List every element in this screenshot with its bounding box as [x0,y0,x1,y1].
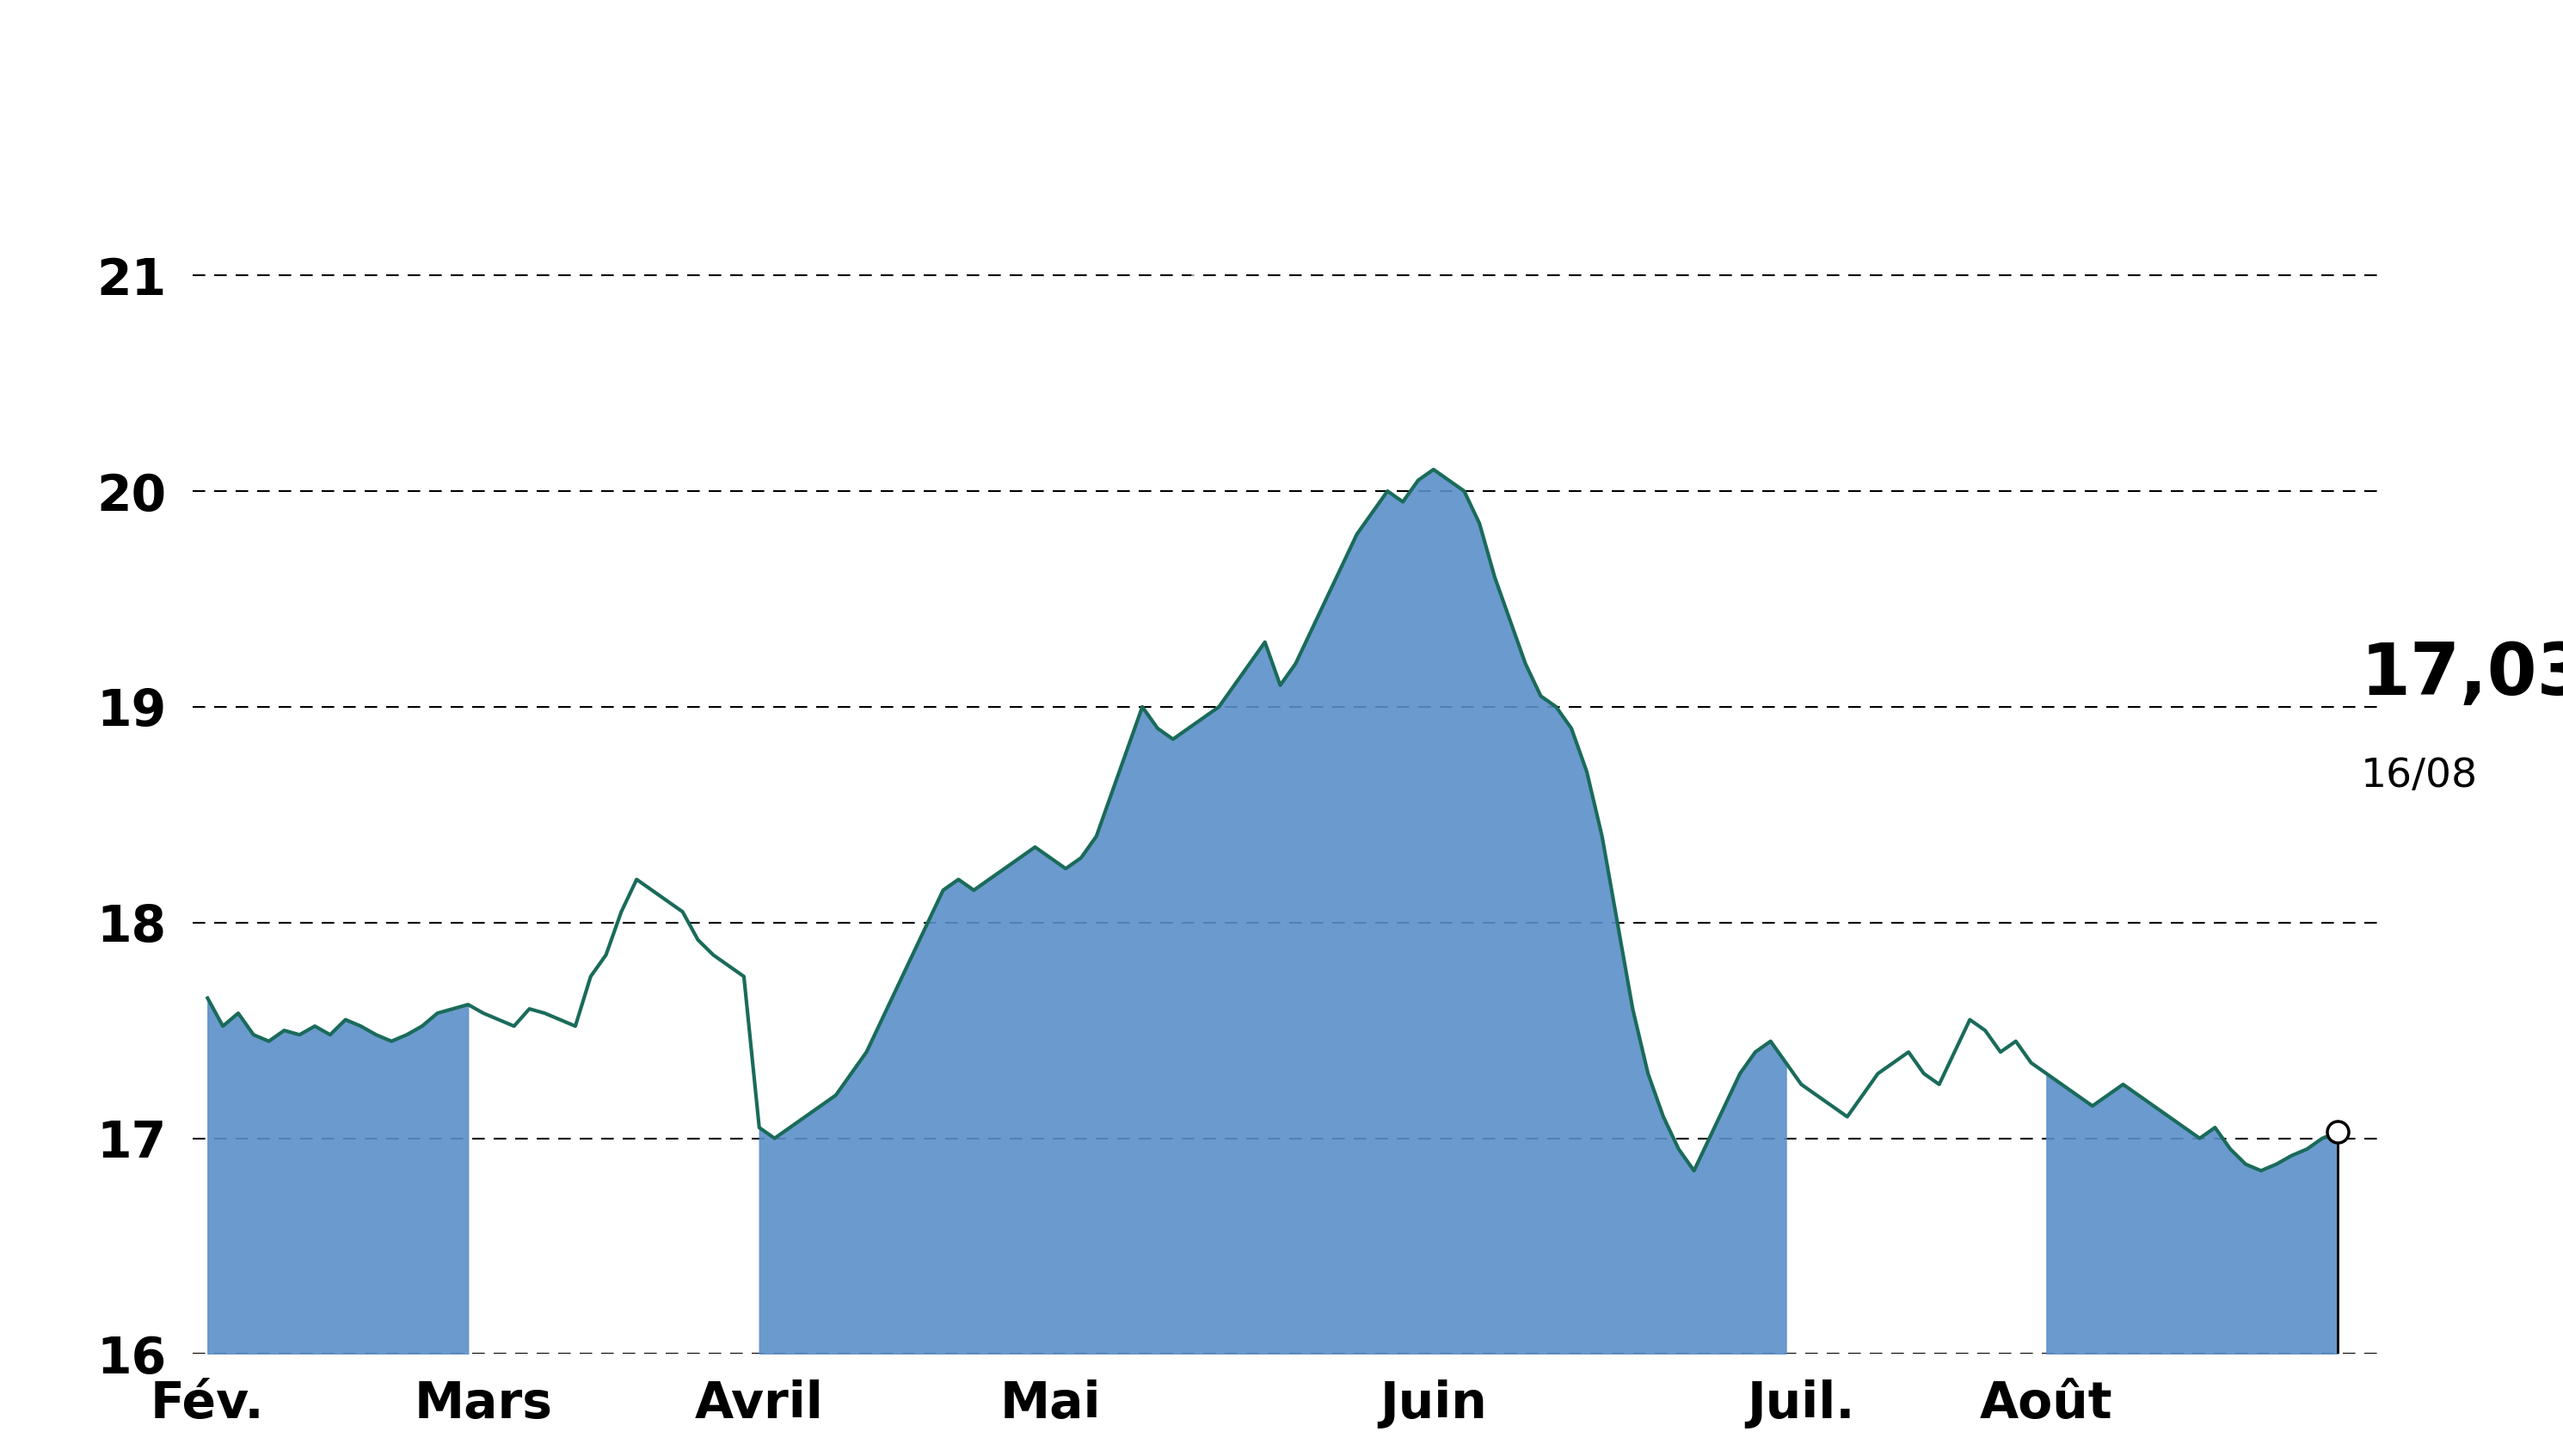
Text: 17,03: 17,03 [2361,639,2563,709]
Text: 16/08: 16/08 [2361,757,2478,795]
Text: CRCAM BRIE PIC2CCI: CRCAM BRIE PIC2CCI [710,22,1853,116]
